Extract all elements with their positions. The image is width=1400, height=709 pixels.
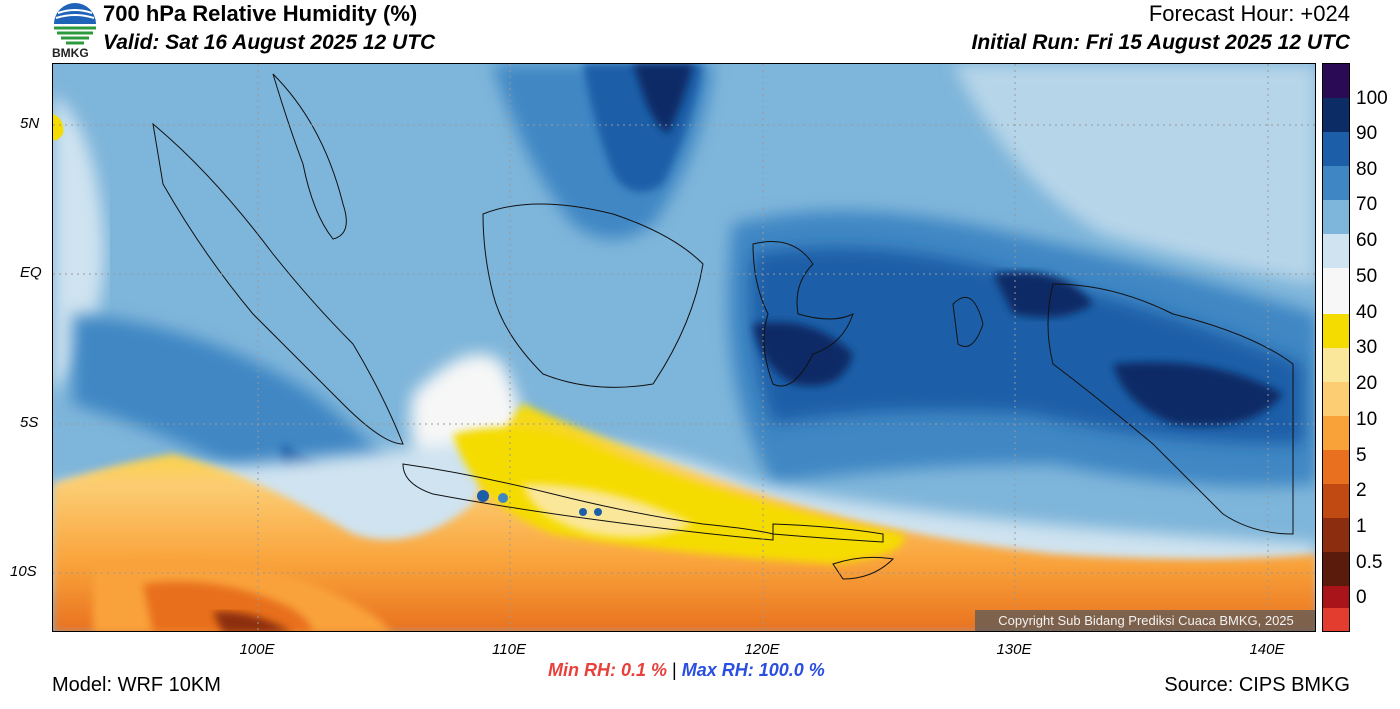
colorbar bbox=[1322, 63, 1350, 632]
lon-label-130e: 130E bbox=[996, 641, 1032, 658]
colorbar-label: 30 bbox=[1356, 337, 1378, 358]
rh-stats: Min RH: 0.1 % | Max RH: 100.0 % bbox=[548, 660, 825, 681]
initial-run: Initial Run: Fri 15 August 2025 12 UTC bbox=[971, 31, 1350, 54]
humidity-map[interactable]: Copyright Sub Bidang Prediksi Cuaca BMKG… bbox=[52, 63, 1316, 632]
colorbar-swatch bbox=[1323, 416, 1349, 450]
lon-label-120e: 120E bbox=[744, 641, 780, 658]
copyright-notice: Copyright Sub Bidang Prediksi Cuaca BMKG… bbox=[975, 610, 1315, 631]
colorbar-label: 0.5 bbox=[1356, 552, 1383, 573]
malay-peninsula-coast bbox=[272, 73, 347, 240]
colorbar-label: 5 bbox=[1356, 445, 1367, 466]
colorbar-swatch bbox=[1323, 314, 1349, 348]
southwest-driest-core bbox=[213, 611, 290, 631]
colorbar-label: 90 bbox=[1356, 123, 1378, 144]
borneo-coast bbox=[482, 203, 704, 388]
forecast-hour: Forecast Hour: +024 bbox=[1148, 1, 1350, 26]
moist-spot bbox=[477, 490, 489, 502]
java-dry-patch bbox=[453, 427, 905, 564]
timor-coast bbox=[832, 556, 895, 580]
colorbar-label: 60 bbox=[1356, 230, 1378, 251]
colorbar-label: 2 bbox=[1356, 480, 1367, 501]
moist-spot bbox=[579, 508, 587, 516]
moist-spot bbox=[594, 508, 602, 516]
lon-label-100e: 100E bbox=[239, 641, 275, 658]
northeast-dry-zone bbox=[953, 64, 1315, 284]
map-title: 700 hPa Relative Humidity (%) bbox=[103, 1, 418, 26]
colorbar-swatch bbox=[1323, 586, 1349, 608]
colorbar-label: 80 bbox=[1356, 159, 1378, 180]
stats-separator: | bbox=[672, 660, 677, 680]
colorbar-label: 10 bbox=[1356, 409, 1378, 430]
north-moist-peak bbox=[633, 64, 693, 134]
colorbar-swatch bbox=[1323, 234, 1349, 268]
logo-text: BMKG bbox=[52, 46, 89, 60]
colorbar-swatch bbox=[1323, 98, 1349, 132]
lat-label-eq: EQ bbox=[20, 264, 42, 281]
lon-label-110e: 110E bbox=[492, 641, 526, 658]
colorbar-swatch bbox=[1323, 484, 1349, 518]
lat-label-10s: 10S bbox=[10, 563, 37, 580]
papua-coast bbox=[1047, 283, 1294, 535]
moist-spot bbox=[498, 493, 508, 503]
colorbar-swatch bbox=[1323, 166, 1349, 200]
coastlines bbox=[152, 73, 1294, 580]
colorbar-swatch bbox=[1323, 518, 1349, 552]
colorbar-swatch bbox=[1323, 64, 1349, 98]
humidity-field bbox=[53, 64, 1315, 631]
nusa-tenggara-coast bbox=[772, 523, 884, 543]
colorbar-swatch bbox=[1323, 450, 1349, 484]
colorbar-label: 100 bbox=[1356, 88, 1388, 109]
lat-label-5s: 5S bbox=[20, 414, 39, 431]
colorbar-swatch bbox=[1323, 348, 1349, 382]
colorbar-label: 50 bbox=[1356, 266, 1378, 287]
model-label: Model: WRF 10KM bbox=[52, 674, 221, 696]
colorbar-swatch bbox=[1323, 132, 1349, 166]
colorbar-label: 40 bbox=[1356, 302, 1378, 323]
lat-label-5n: 5N bbox=[20, 115, 40, 132]
maluku-peak bbox=[993, 272, 1093, 318]
southwest-drier-core bbox=[143, 581, 313, 631]
max-rh: Max RH: 100.0 % bbox=[681, 660, 825, 680]
colorbar-swatch bbox=[1323, 200, 1349, 234]
sulawesi-coast bbox=[752, 241, 854, 387]
bmkg-logo bbox=[50, 2, 100, 62]
colorbar-label: 1 bbox=[1356, 516, 1367, 537]
valid-time: Valid: Sat 16 August 2025 12 UTC bbox=[103, 31, 436, 54]
colorbar-swatch bbox=[1323, 608, 1349, 631]
colorbar-swatch bbox=[1323, 382, 1349, 416]
colorbar-swatch bbox=[1323, 268, 1349, 314]
java-coast bbox=[402, 463, 774, 541]
colorbar-swatch bbox=[1323, 552, 1349, 586]
halmahera-coast bbox=[952, 296, 984, 347]
colorbar-label: 70 bbox=[1356, 194, 1378, 215]
min-rh: Min RH: 0.1 % bbox=[548, 660, 668, 680]
sulawesi-peak bbox=[753, 322, 853, 386]
colorbar-swatches bbox=[1323, 64, 1349, 631]
lon-label-140e: 140E bbox=[1249, 641, 1285, 658]
source-label: Source: CIPS BMKG bbox=[1164, 674, 1350, 696]
west-edge-dry-spot bbox=[53, 114, 64, 141]
colorbar-label: 0 bbox=[1356, 587, 1367, 608]
colorbar-label: 20 bbox=[1356, 373, 1378, 394]
graticule bbox=[53, 64, 1315, 631]
sumatra-coast bbox=[152, 122, 404, 445]
papua-peak bbox=[1113, 362, 1283, 426]
